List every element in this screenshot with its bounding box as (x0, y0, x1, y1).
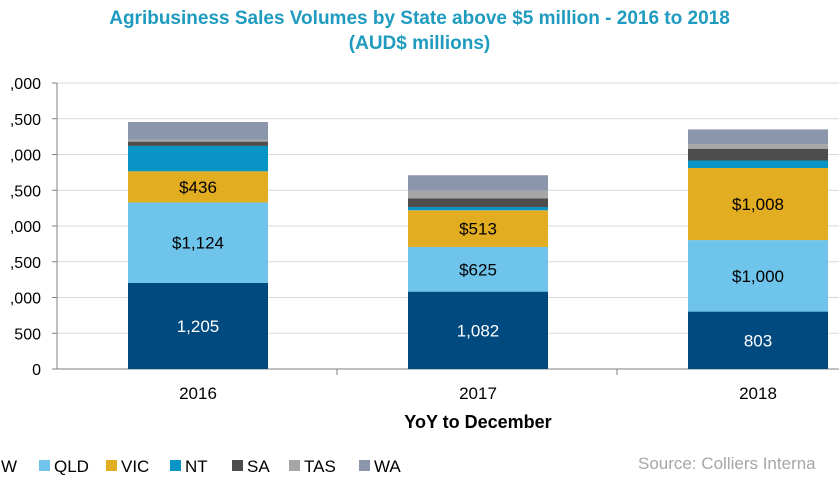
x-axis-title: YoY to December (404, 412, 551, 432)
bar-segment-sa (128, 141, 268, 146)
legend-label-sa: SA (247, 457, 270, 476)
legend-label-vic: VIC (121, 457, 149, 476)
data-label: $625 (459, 260, 497, 279)
y-tick-label: ,500 (10, 255, 41, 272)
bar-segment-wa (408, 175, 548, 191)
y-tick-label: ,000 (10, 219, 41, 236)
legend-label-nt: NT (185, 457, 208, 476)
y-tick-label: ,500 (10, 112, 41, 129)
legend-label-w: W (1, 457, 17, 476)
bar-segment-tas (408, 190, 548, 199)
chart-title-line2: (AUD$ millions) (348, 33, 491, 54)
bar-segment-w (408, 291, 548, 369)
legend-label-wa: WA (374, 457, 401, 476)
bar-segment-tas (688, 144, 828, 149)
chart-title-line1: Agribusiness Sales Volumes by State abov… (109, 8, 730, 29)
bar-segment-tas (128, 139, 268, 142)
x-tick-label: 2017 (459, 384, 497, 403)
data-label: $1,008 (732, 195, 784, 214)
y-tick-label: ,500 (10, 183, 41, 200)
bar-segment-sa (408, 198, 548, 208)
data-label: 1,205 (177, 317, 220, 336)
legend-swatch-wa (359, 460, 370, 471)
x-tick-label: 2016 (179, 384, 217, 403)
bar-segment-wa (128, 121, 268, 140)
data-label: $1,124 (172, 234, 224, 253)
bar-segment-vic (408, 210, 548, 247)
chart-title: Agribusiness Sales Volumes by State abov… (0, 6, 839, 56)
bar-segment-w (688, 311, 828, 369)
legend-swatch-vic (106, 460, 117, 471)
x-tick-label: 2018 (739, 384, 777, 403)
bar-segment-qld (128, 202, 268, 283)
bar-segment-nt (128, 145, 268, 172)
source-note: Source: Colliers Interna (638, 454, 816, 473)
bar-segment-vic (128, 171, 268, 203)
data-label: 1,082 (457, 321, 500, 340)
y-tick-label: ,000 (10, 291, 41, 308)
data-label: $1,000 (732, 267, 784, 286)
y-tick-label: ,000 (10, 148, 41, 165)
legend-swatch-nt (170, 460, 181, 471)
bar-segment-qld (408, 246, 548, 292)
y-tick-label: 500 (14, 326, 41, 343)
bar-segment-w (128, 282, 268, 369)
legend-label-tas: TAS (304, 457, 336, 476)
bar-segment-wa (688, 129, 828, 145)
legend-swatch-sa (232, 460, 243, 471)
data-label: $513 (459, 220, 497, 239)
legend-swatch-qld (39, 460, 50, 471)
legend-label-qld: QLD (54, 457, 89, 476)
bar-segment-sa (688, 148, 828, 161)
bar-segment-nt (408, 207, 548, 211)
bar-segment-vic (688, 168, 828, 241)
y-tick-label: ,000 (10, 76, 41, 93)
data-label: $436 (179, 178, 217, 197)
bar-segment-nt (688, 160, 828, 169)
legend-swatch-tas (289, 460, 300, 471)
data-label: 803 (744, 331, 772, 350)
y-tick-label: 0 (32, 362, 41, 379)
bar-segment-qld (688, 240, 828, 312)
